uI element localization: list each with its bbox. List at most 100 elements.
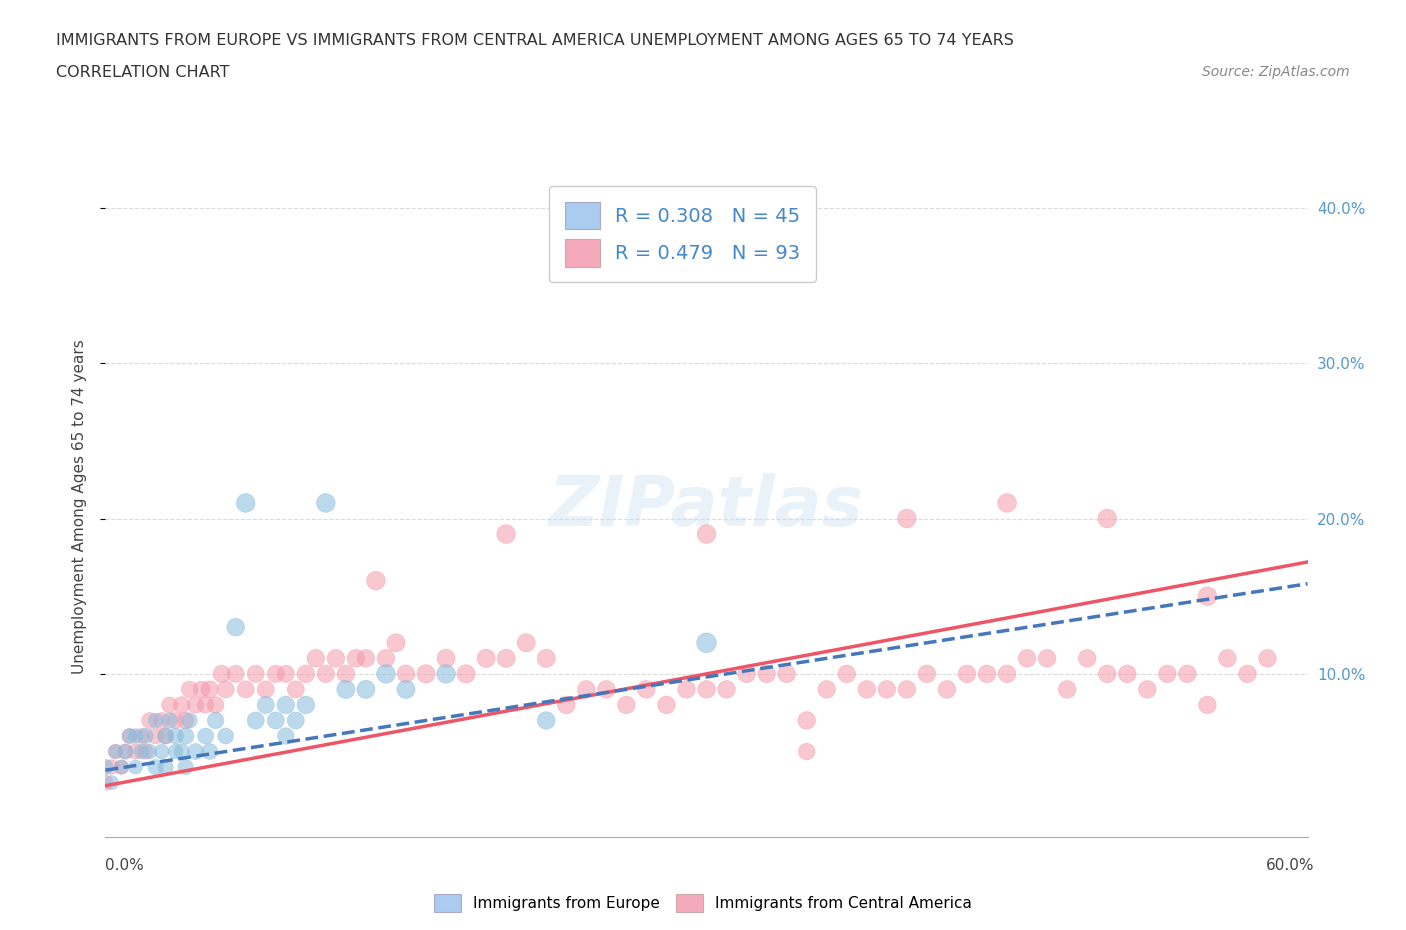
Text: CORRELATION CHART: CORRELATION CHART — [56, 65, 229, 80]
Point — [655, 698, 678, 712]
Point — [284, 682, 307, 697]
Point — [956, 667, 979, 682]
Point — [211, 667, 233, 682]
Point — [274, 667, 297, 682]
Point — [174, 713, 197, 728]
Point — [855, 682, 877, 697]
Point — [495, 526, 517, 541]
Point — [110, 760, 132, 775]
Point — [896, 512, 918, 526]
Point — [1197, 698, 1219, 712]
Point — [274, 698, 297, 712]
Point — [131, 728, 153, 743]
Point — [284, 713, 307, 728]
Point — [1056, 682, 1078, 697]
Point — [374, 651, 398, 666]
Point — [254, 698, 277, 712]
Point — [138, 713, 160, 728]
Point — [1216, 651, 1239, 666]
Point — [1076, 651, 1098, 666]
Point — [131, 744, 153, 759]
Point — [696, 635, 718, 650]
Point — [325, 651, 347, 666]
Point — [114, 744, 136, 759]
Point — [179, 682, 201, 697]
Point — [184, 698, 207, 712]
Point — [225, 667, 247, 682]
Point — [796, 744, 818, 759]
Point — [364, 573, 387, 588]
Point — [264, 713, 287, 728]
Point — [145, 728, 167, 743]
Point — [135, 744, 157, 759]
Point — [876, 682, 898, 697]
Point — [214, 682, 236, 697]
Text: IMMIGRANTS FROM EUROPE VS IMMIGRANTS FROM CENTRAL AMERICA UNEMPLOYMENT AMONG AGE: IMMIGRANTS FROM EUROPE VS IMMIGRANTS FRO… — [56, 33, 1014, 47]
Point — [315, 496, 337, 511]
Point — [225, 619, 247, 634]
Point — [165, 713, 187, 728]
Point — [204, 713, 226, 728]
Point — [454, 667, 477, 682]
Point — [735, 667, 758, 682]
Point — [575, 682, 598, 697]
Point — [264, 667, 287, 682]
Point — [835, 667, 858, 682]
Point — [100, 776, 122, 790]
Point — [1177, 667, 1199, 682]
Point — [776, 667, 799, 682]
Point — [716, 682, 738, 697]
Point — [124, 760, 146, 775]
Point — [434, 651, 457, 666]
Point — [94, 776, 117, 790]
Point — [415, 667, 437, 682]
Point — [335, 667, 357, 682]
Point — [104, 744, 127, 759]
Point — [194, 728, 217, 743]
Point — [174, 728, 197, 743]
Point — [124, 744, 146, 759]
Point — [385, 635, 408, 650]
Text: 0.0%: 0.0% — [105, 857, 145, 872]
Point — [295, 698, 318, 712]
Point — [155, 728, 177, 743]
Legend: Immigrants from Europe, Immigrants from Central America: Immigrants from Europe, Immigrants from … — [427, 888, 979, 918]
Point — [100, 760, 122, 775]
Point — [235, 496, 257, 511]
Text: 60.0%: 60.0% — [1267, 857, 1315, 872]
Point — [1097, 667, 1119, 682]
Point — [118, 728, 141, 743]
Point — [315, 667, 337, 682]
Point — [696, 526, 718, 541]
Point — [118, 728, 141, 743]
Point — [254, 682, 277, 697]
Point — [395, 682, 418, 697]
Point — [155, 728, 177, 743]
Point — [235, 682, 257, 697]
Point — [915, 667, 938, 682]
Point — [245, 713, 267, 728]
Point — [150, 713, 173, 728]
Point — [495, 651, 517, 666]
Point — [124, 728, 146, 743]
Point — [896, 682, 918, 697]
Point — [114, 744, 136, 759]
Text: ZIPatlas: ZIPatlas — [548, 473, 865, 540]
Text: Source: ZipAtlas.com: Source: ZipAtlas.com — [1202, 65, 1350, 79]
Point — [595, 682, 617, 697]
Point — [174, 760, 197, 775]
Point — [295, 667, 318, 682]
Point — [1156, 667, 1178, 682]
Point — [184, 744, 207, 759]
Point — [165, 728, 187, 743]
Point — [1036, 651, 1059, 666]
Point — [636, 682, 658, 697]
Point — [796, 713, 818, 728]
Point — [94, 760, 117, 775]
Point — [150, 744, 173, 759]
Point — [198, 744, 221, 759]
Point — [395, 667, 418, 682]
Point — [245, 667, 267, 682]
Legend: R = 0.308   N = 45, R = 0.479   N = 93: R = 0.308 N = 45, R = 0.479 N = 93 — [550, 186, 815, 283]
Point — [274, 728, 297, 743]
